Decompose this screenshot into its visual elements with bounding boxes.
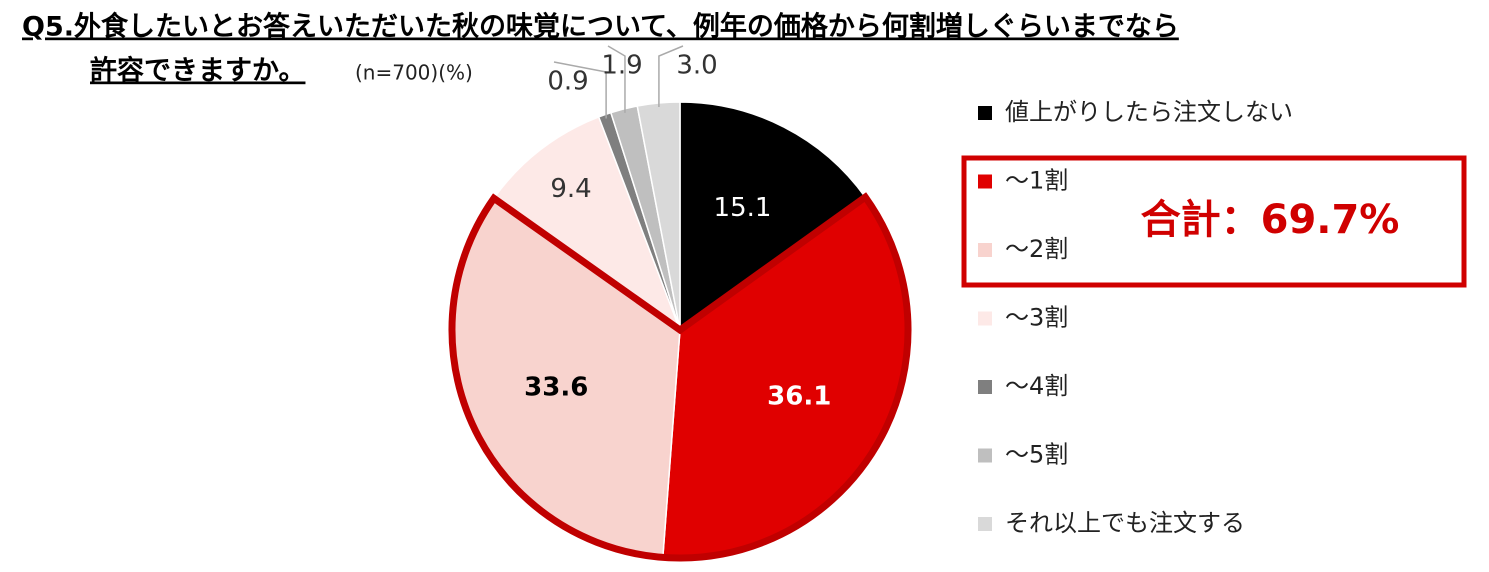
data-label: 36.1 [767,382,831,412]
legend-marker [978,311,992,326]
highlight-outline [448,192,912,562]
leader-line [658,45,684,107]
data-label: 33.6 [524,373,588,403]
data-label: 3.0 [676,51,717,81]
legend-marker [978,174,992,189]
data-label: 0.9 [547,67,588,97]
chart-subtitle: (n=700)(%) [355,61,473,85]
data-label: 9.4 [550,174,591,204]
data-label: 1.9 [601,51,642,81]
legend-label: ～5割 [1005,441,1068,469]
legend-label: 値上がりしたら注文しない [1005,98,1293,126]
chart-title: Q5.外食したいとお答えいただいた秋の味覚について、例年の価格から何割増しぐらい… [22,11,1179,43]
data-label: 15.1 [714,193,772,223]
pie-slice [679,101,867,332]
chart-title: 許容できますか。 [90,55,305,87]
legend-marker [978,517,992,531]
legend-marker [978,448,992,463]
legend-label: ～3割 [1005,304,1068,332]
legend-marker [978,106,992,120]
legend-label: それ以上でも注文する [1005,509,1245,537]
legend-label: ～4割 [1005,372,1068,400]
legend-label: ～2割 [1005,235,1068,263]
leader-line [607,45,626,113]
legend-marker [978,380,992,394]
leader-line [553,61,607,119]
legend-marker [978,243,992,257]
pie-slice [492,116,682,333]
annotation: 合計：69.7% [1141,197,1400,243]
highlight-box [961,155,1467,288]
legend-label: ～1割 [1005,167,1068,195]
